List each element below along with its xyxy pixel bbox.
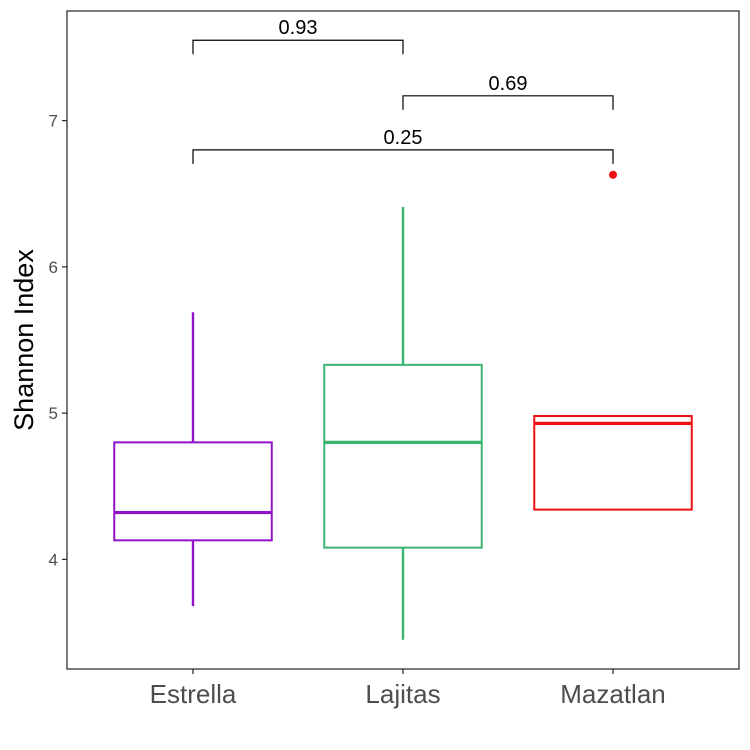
p-value-label: 0.93 [279,17,318,39]
y-axis: 4 5 6 7 [49,112,67,569]
box-estrella [113,312,273,607]
x-tick-label: Lajitas [365,679,440,709]
comparison-bracket: 0.25 [192,127,614,164]
y-tick-label: 6 [49,258,58,277]
y-axis-title: Shannon Index [9,249,39,431]
y-tick-label: 4 [49,550,58,569]
box-lajitas [323,206,483,640]
x-tick-label: Mazatlan [560,679,666,709]
outlier-point [609,170,617,179]
box-mazatlan [533,170,693,511]
comparison-bracket: 0.69 [402,73,614,110]
comparison-brackets: 0.93 0.69 0.25 [192,17,614,164]
y-tick-label: 5 [49,404,58,423]
x-tick-label: Estrella [150,679,237,709]
bracket-line [192,39,404,55]
boxes [113,170,693,640]
box-iqr [323,363,483,549]
p-value-label: 0.25 [384,127,423,149]
bracket-line [402,95,614,110]
p-value-label: 0.69 [489,73,528,95]
y-tick-label: 7 [49,112,58,131]
bracket-line [192,149,614,164]
comparison-bracket: 0.93 [192,17,404,55]
box-iqr [113,441,273,542]
box-iqr [533,415,693,511]
x-axis: Estrella Lajitas Mazatlan [150,669,666,709]
